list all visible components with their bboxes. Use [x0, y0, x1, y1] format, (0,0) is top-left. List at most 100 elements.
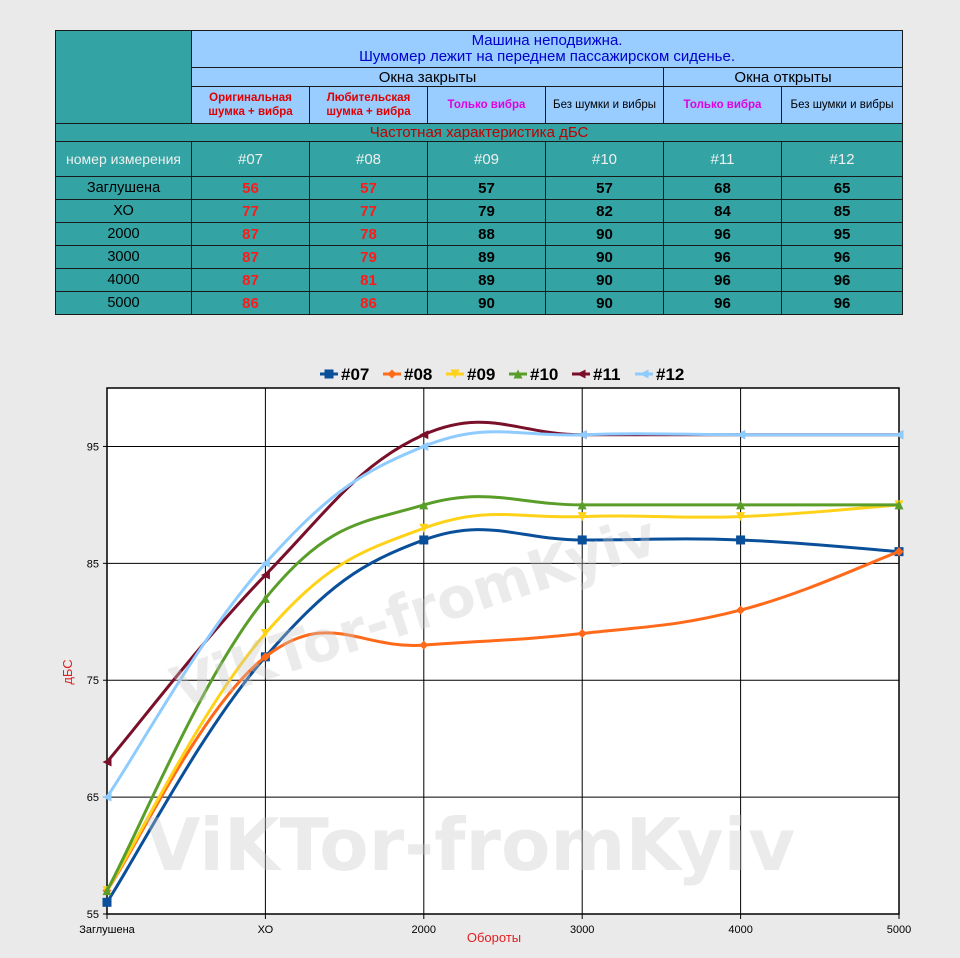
data-point	[577, 535, 587, 545]
data-point	[324, 369, 334, 379]
table-cell: 96	[780, 245, 904, 269]
series-group	[102, 420, 904, 907]
legend-item: #07	[320, 365, 369, 384]
measurement-id: #10	[545, 141, 664, 177]
table-row: 2000 87 78 88 90 96 95	[55, 222, 904, 246]
x-tick-label: ХО	[258, 924, 274, 936]
table-subtitle: Частотная характеристика дБС	[54, 123, 904, 142]
table-cell: 96	[780, 268, 904, 292]
legend-item: #08	[383, 365, 432, 384]
data-point	[102, 757, 112, 767]
data-point	[513, 369, 523, 379]
table-row: Заглушена 56 57 57 57 68 65	[55, 176, 904, 200]
table-cell: 81	[309, 268, 428, 292]
table-cell: 90	[545, 222, 664, 246]
data-point	[450, 369, 460, 379]
col-header: Только вибра	[427, 86, 546, 124]
table-cell: 87	[191, 245, 310, 269]
measurement-table: Машина неподвижна. Шумомер лежит на пере…	[54, 30, 904, 315]
col-header: Без шумки и вибры	[545, 86, 664, 124]
measurement-number-label: номер измерения	[55, 141, 192, 177]
table-title-line2: Шумомер лежит на переднем пассажирском с…	[359, 48, 736, 65]
data-point	[419, 430, 429, 440]
row-label: 5000	[55, 291, 192, 315]
table-cell: 90	[545, 268, 664, 292]
col-header: Любительская шумка + вибра	[309, 86, 428, 124]
y-tick-label: 55	[87, 909, 99, 921]
legend-label: #11	[593, 365, 620, 384]
table-corner-cell	[55, 30, 192, 124]
table-cell: 88	[427, 222, 546, 246]
data-point	[419, 535, 429, 545]
col-header: Без шумки и вибры	[780, 86, 904, 124]
x-tick-label: 4000	[728, 924, 752, 936]
y-tick-label: 85	[87, 558, 99, 570]
data-point	[419, 640, 429, 650]
data-point	[736, 512, 746, 522]
table-cell: 95	[780, 222, 904, 246]
x-tick-label: 3000	[570, 924, 594, 936]
legend-label: #09	[467, 365, 495, 384]
data-point	[260, 652, 270, 662]
line-chart: #07 #08 #09 #10 #11 #12 55 65 75 85 95 Заглушена ХО…	[60, 365, 911, 945]
table-cell: 86	[191, 291, 310, 315]
table-cell: 65	[780, 176, 904, 200]
series-line	[105, 495, 899, 892]
table-cell: 87	[191, 222, 310, 246]
data-point	[419, 500, 429, 510]
series-08	[102, 547, 904, 896]
legend-item: #10	[509, 365, 558, 384]
data-point	[639, 369, 649, 379]
table-cell: 57	[309, 176, 428, 200]
x-tick-label: 2000	[412, 924, 436, 936]
table-cell: 82	[545, 199, 664, 223]
data-point	[577, 628, 587, 638]
table-row: 4000 87 81 89 90 96 96	[55, 268, 904, 292]
data-point	[894, 547, 904, 557]
table-title: Машина неподвижна. Шумомер лежит на пере…	[190, 30, 904, 68]
data-point	[736, 605, 746, 615]
data-point	[577, 500, 587, 510]
table-cell: 96	[663, 245, 782, 269]
data-point	[419, 523, 429, 533]
measurement-id: #12	[780, 141, 904, 177]
data-point	[387, 369, 397, 379]
table-row: 3000 87 79 89 90 96 96	[55, 245, 904, 269]
table-row: 5000 86 86 90 90 96 96	[55, 291, 904, 315]
data-point	[736, 500, 746, 510]
table-cell: 96	[663, 222, 782, 246]
data-point	[260, 593, 270, 603]
x-tick-label: 5000	[887, 924, 911, 936]
legend-label: #08	[404, 365, 432, 384]
data-point	[419, 441, 429, 451]
legend-item: #12	[635, 365, 684, 384]
col-header: Только вибра	[663, 86, 782, 124]
x-tick-label: Заглушена	[79, 924, 135, 936]
table-cell: 78	[309, 222, 428, 246]
table-title-line1: Машина неподвижна.	[471, 32, 623, 49]
measurement-id: #08	[309, 141, 428, 177]
table-cell: 57	[545, 176, 664, 200]
x-axis-label: Обороты	[467, 930, 521, 945]
col-header: Оригинальная шумка + вибра	[191, 86, 310, 124]
row-label: 4000	[55, 268, 192, 292]
table-cell: 96	[663, 268, 782, 292]
row-label: ХО	[55, 199, 192, 223]
table-cell: 96	[663, 291, 782, 315]
data-point	[577, 512, 587, 522]
legend-label: #10	[530, 365, 558, 384]
legend-label: #07	[341, 365, 369, 384]
table-cell: 57	[427, 176, 546, 200]
watermark-text: ViKTor-fromKyiv	[145, 803, 795, 887]
data-point	[102, 886, 112, 896]
axes: 55 65 75 85 95 Заглушена ХО 2000 3000 4000 5000	[79, 441, 911, 936]
data-point	[736, 535, 746, 545]
series-09	[102, 500, 904, 896]
table-cell: 90	[545, 291, 664, 315]
series-line	[105, 430, 899, 798]
table-cell: 85	[780, 199, 904, 223]
legend-item: #11	[572, 365, 620, 384]
y-tick-label: 65	[87, 792, 99, 804]
legend-label: #12	[656, 365, 684, 384]
data-point	[102, 792, 112, 802]
